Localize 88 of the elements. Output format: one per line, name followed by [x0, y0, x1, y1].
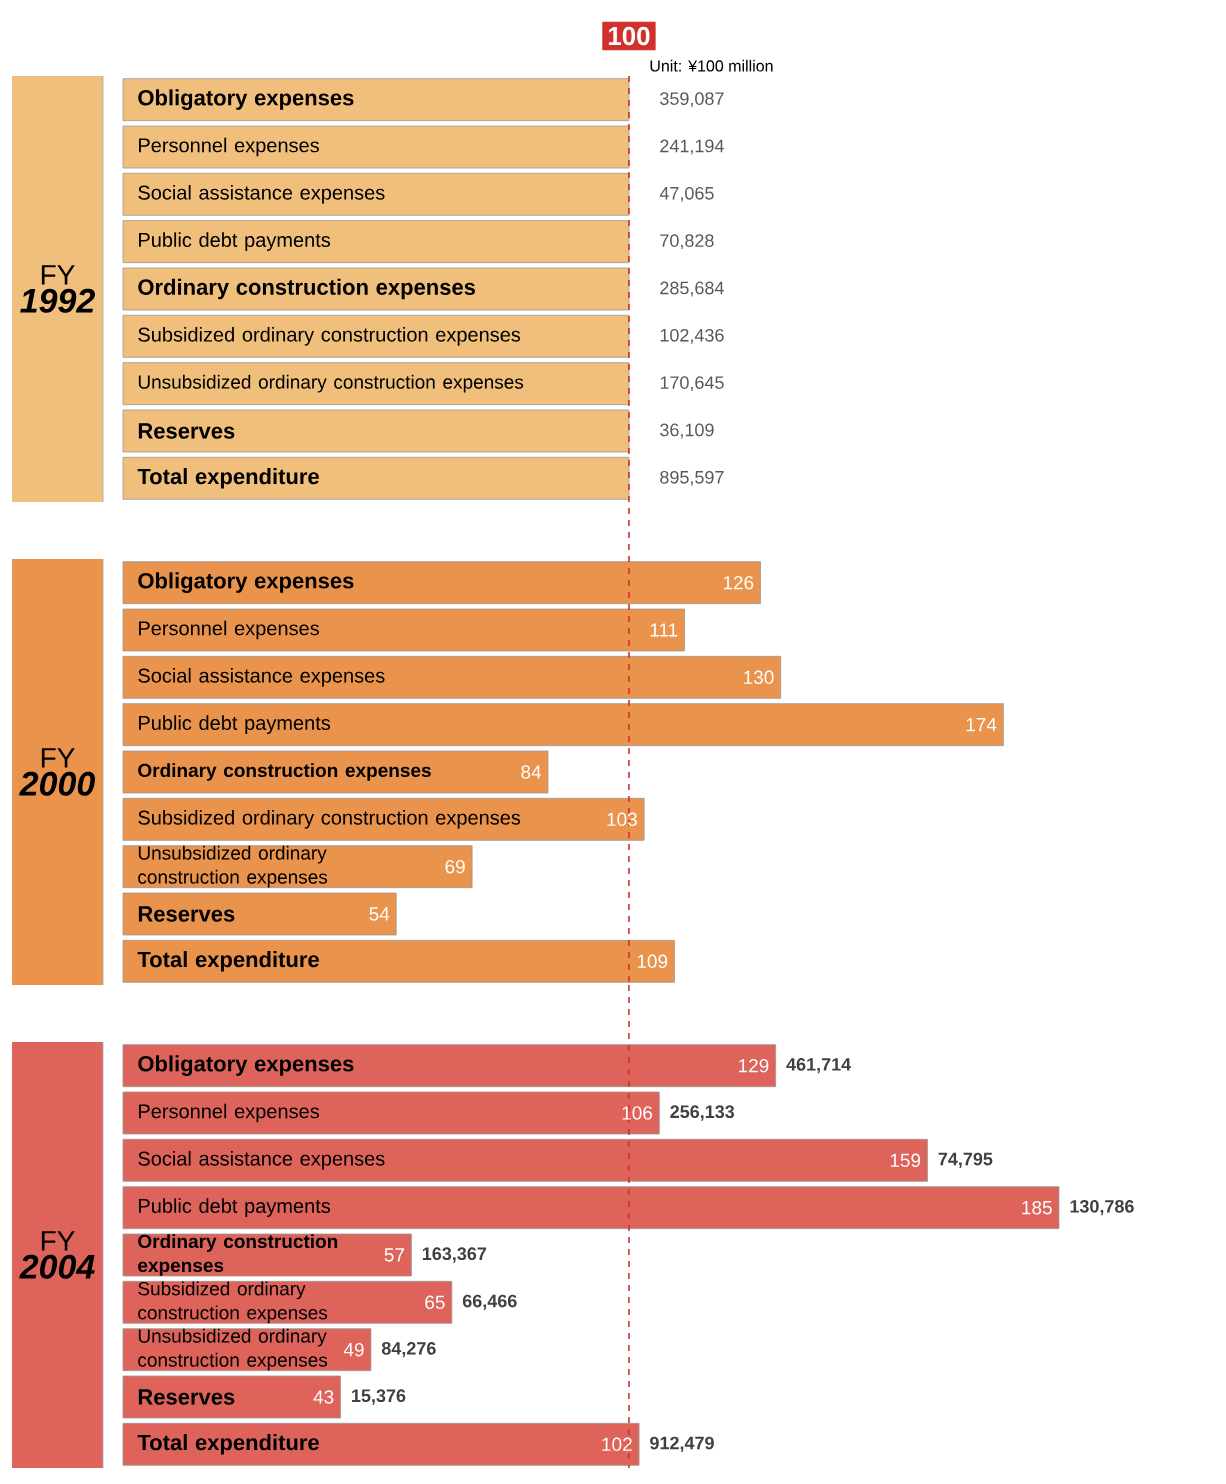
data-label: 69 — [445, 859, 465, 874]
text: 102,436 — [660, 328, 724, 344]
y-tick-label: Total expenditure — [137, 951, 319, 972]
data-label: 84 — [521, 765, 542, 779]
bar — [122, 1091, 660, 1135]
data-label: 65 — [425, 1295, 445, 1310]
y-tick-label: Total expenditure — [137, 1434, 319, 1455]
y-tick-label: Unsubsidized ordinary construction expenses — [138, 1328, 328, 1371]
y-tick-label: Subsidized ordinary construction expenses — [138, 1281, 328, 1324]
y-tick-label: Subsidized ordinary construction expenses — [138, 327, 521, 346]
y-tick-label: Public debt payments — [139, 1198, 331, 1217]
data-label: 129 — [739, 1058, 769, 1073]
y-tick-label: Public debt payments — [139, 232, 331, 251]
text: 2000 — [19, 771, 95, 796]
bar — [122, 939, 675, 983]
y-tick-label: Obligatory expenses — [138, 89, 354, 110]
y-tick-label: Subsidized ordinary construction expenses — [138, 810, 521, 829]
text: 70,828 — [660, 234, 714, 250]
data-label: 57 — [384, 1248, 405, 1262]
y-tick-label: Obligatory expenses — [138, 1055, 354, 1076]
y-tick-label: Reserves — [138, 423, 235, 439]
text: 241,194 — [660, 139, 724, 155]
y-tick-label: Unsubsidized ordinary construction expenses — [138, 845, 328, 888]
bar — [122, 703, 1004, 747]
data-label: 109 — [637, 954, 668, 969]
bar — [122, 892, 397, 936]
text: 359,087 — [660, 92, 724, 108]
text: 170,645 — [660, 376, 724, 392]
text: 895,597 — [660, 470, 724, 486]
annotation: 66,466 — [462, 1294, 517, 1311]
data-label: 49 — [343, 1342, 364, 1357]
y-tick-label: Total expenditure — [137, 468, 319, 489]
annotation: 15,376 — [352, 1389, 406, 1405]
bar — [122, 1044, 777, 1088]
y-tick-label: Obligatory expenses — [138, 572, 354, 593]
text: FY — [41, 748, 75, 768]
bar — [122, 797, 645, 841]
data-label: 102 — [602, 1437, 632, 1452]
text: 285,684 — [660, 281, 724, 297]
annotation: 74,795 — [938, 1152, 993, 1169]
y-tick-label: Reserves — [138, 906, 235, 922]
y-tick-label: Social assistance expenses — [138, 1151, 385, 1170]
y-tick-label: Ordinary construction expenses — [138, 763, 431, 781]
text: 47,065 — [659, 186, 714, 202]
text: Unit: ¥100 million — [650, 59, 773, 72]
bar — [122, 1280, 453, 1324]
bar — [122, 561, 761, 605]
data-label: 159 — [890, 1153, 921, 1168]
bar — [122, 1186, 1060, 1230]
y-tick-label: Reserves — [138, 1389, 235, 1405]
y-tick-label: Personnel expenses — [139, 620, 319, 640]
data-label: 130 — [744, 670, 774, 685]
bar — [122, 1233, 412, 1277]
data-label: 106 — [622, 1106, 653, 1120]
y-tick-label: Social assistance expenses — [138, 668, 385, 687]
bar — [122, 608, 685, 652]
data-label: 185 — [1022, 1200, 1052, 1215]
y-tick-label: Personnel expenses — [139, 137, 319, 157]
text: 2004 — [19, 1254, 95, 1279]
annotation: 163,367 — [422, 1247, 487, 1263]
y-tick-label: Ordinary construction expenses — [138, 1234, 338, 1276]
text: FY — [41, 1231, 75, 1251]
bar — [122, 655, 782, 699]
text: FY — [41, 265, 75, 285]
annotation: 912,479 — [650, 1436, 714, 1453]
data-label: 54 — [369, 907, 390, 921]
text: 100 — [608, 26, 650, 46]
y-tick-label: Social assistance expenses — [138, 185, 385, 204]
annotation: 461,714 — [786, 1057, 852, 1074]
data-label: 103 — [607, 812, 637, 827]
y-tick-label: Personnel expenses — [139, 1103, 319, 1123]
y-tick-label: Unsubsidized ordinary construction expenses — [138, 374, 524, 393]
bar — [122, 1138, 928, 1182]
data-label: 126 — [723, 575, 754, 590]
y-tick-label: Public debt payments — [139, 715, 331, 734]
data-label: 111 — [650, 623, 678, 637]
text: 1992 — [20, 288, 95, 313]
annotation: 256,133 — [670, 1105, 735, 1121]
y-tick-label: Ordinary construction expenses — [138, 278, 476, 300]
bar — [122, 750, 549, 794]
bar — [122, 1422, 640, 1466]
bar — [122, 1375, 341, 1419]
annotation: 130,786 — [1070, 1199, 1134, 1216]
text: 36,109 — [660, 423, 714, 439]
data-label: 43 — [313, 1390, 334, 1404]
bar — [122, 845, 473, 889]
data-label: 174 — [966, 718, 997, 732]
annotation: 84,276 — [381, 1341, 436, 1358]
